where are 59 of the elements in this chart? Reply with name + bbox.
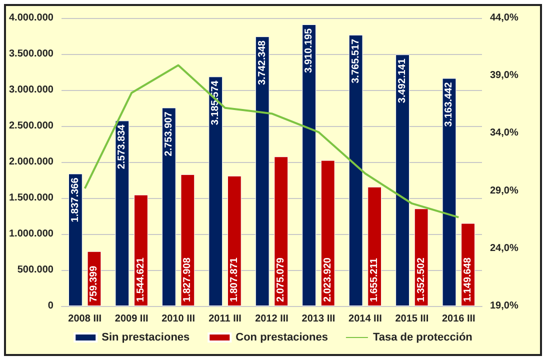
legend-label: Con prestaciones [236, 332, 328, 344]
x-tick-label: 2009 III [114, 314, 148, 324]
bar [302, 24, 316, 306]
y-tick-label: 0 [48, 300, 54, 312]
y-tick-label: 3.500.000 [8, 48, 54, 60]
x-tick-label: 2014 III [348, 314, 382, 324]
bar [442, 78, 456, 306]
bar [368, 186, 382, 306]
data-label: 1.544.621 [135, 257, 146, 302]
y2-tick-label: 19,0% [490, 300, 518, 312]
bar [208, 76, 223, 306]
bar [274, 156, 288, 306]
y-tick-label: 3.000.000 [8, 84, 54, 96]
y2-tick-label: 29,0% [490, 185, 518, 196]
x-tick-label: 2008 III [68, 314, 102, 324]
data-label: 3.765.517 [350, 38, 362, 84]
x-tick-label: 2016 III [442, 314, 476, 324]
data-label: 3.185.574 [210, 80, 222, 126]
y-tick-label: 2.000.000 [8, 156, 54, 168]
y2-tick-label: 24,0% [490, 242, 518, 254]
data-label: 1.827.908 [182, 257, 194, 302]
data-label: 2.075.079 [276, 257, 287, 302]
data-label: 3.742.348 [256, 40, 268, 86]
x-tick-label: 2015 III [395, 314, 429, 324]
bar [68, 174, 82, 306]
y-tick-label: 2.500.000 [8, 120, 54, 132]
data-label: 1.352.502 [416, 257, 427, 302]
y-tick-label: 1.000.000 [8, 228, 54, 240]
data-label: 3.163.442 [444, 82, 455, 127]
x-tick-label: 2010 III [162, 314, 196, 324]
y2-tick-label: 34,0% [490, 128, 518, 139]
bar [115, 120, 130, 306]
x-tick-label: 2013 III [302, 314, 336, 324]
bar [227, 176, 242, 306]
legend-label: Sin prestaciones [102, 332, 190, 344]
data-label: 1.149.648 [462, 257, 474, 302]
bar [162, 108, 176, 306]
data-label: 3.910.195 [304, 28, 315, 73]
bar [320, 160, 335, 306]
y-tick-label: 4.000.000 [8, 12, 54, 24]
data-label: 1.655.211 [369, 258, 380, 302]
data-label: 2.573.834 [116, 124, 128, 170]
x-tick-label: 2012 III [255, 314, 289, 324]
legend-label: Tasa de protección [372, 332, 473, 344]
y2-tick-label: 44,0% [490, 12, 518, 24]
bar [396, 54, 410, 306]
bar [180, 174, 195, 306]
bar [255, 36, 270, 306]
data-label: 1.837.366 [70, 177, 81, 222]
bar [348, 34, 363, 306]
x-tick-label: 2011 III [208, 314, 242, 324]
y-tick-label: 500.000 [17, 264, 54, 276]
y-tick-label: 1.500.000 [8, 192, 54, 204]
data-label: 2.753.907 [163, 111, 174, 156]
data-label: 1.807.871 [228, 257, 240, 302]
data-label: 2.023.920 [322, 257, 334, 302]
y2-tick-label: 39,0% [490, 70, 518, 82]
data-label: 759.399 [88, 265, 100, 302]
data-label: 3.492.141 [397, 58, 408, 104]
